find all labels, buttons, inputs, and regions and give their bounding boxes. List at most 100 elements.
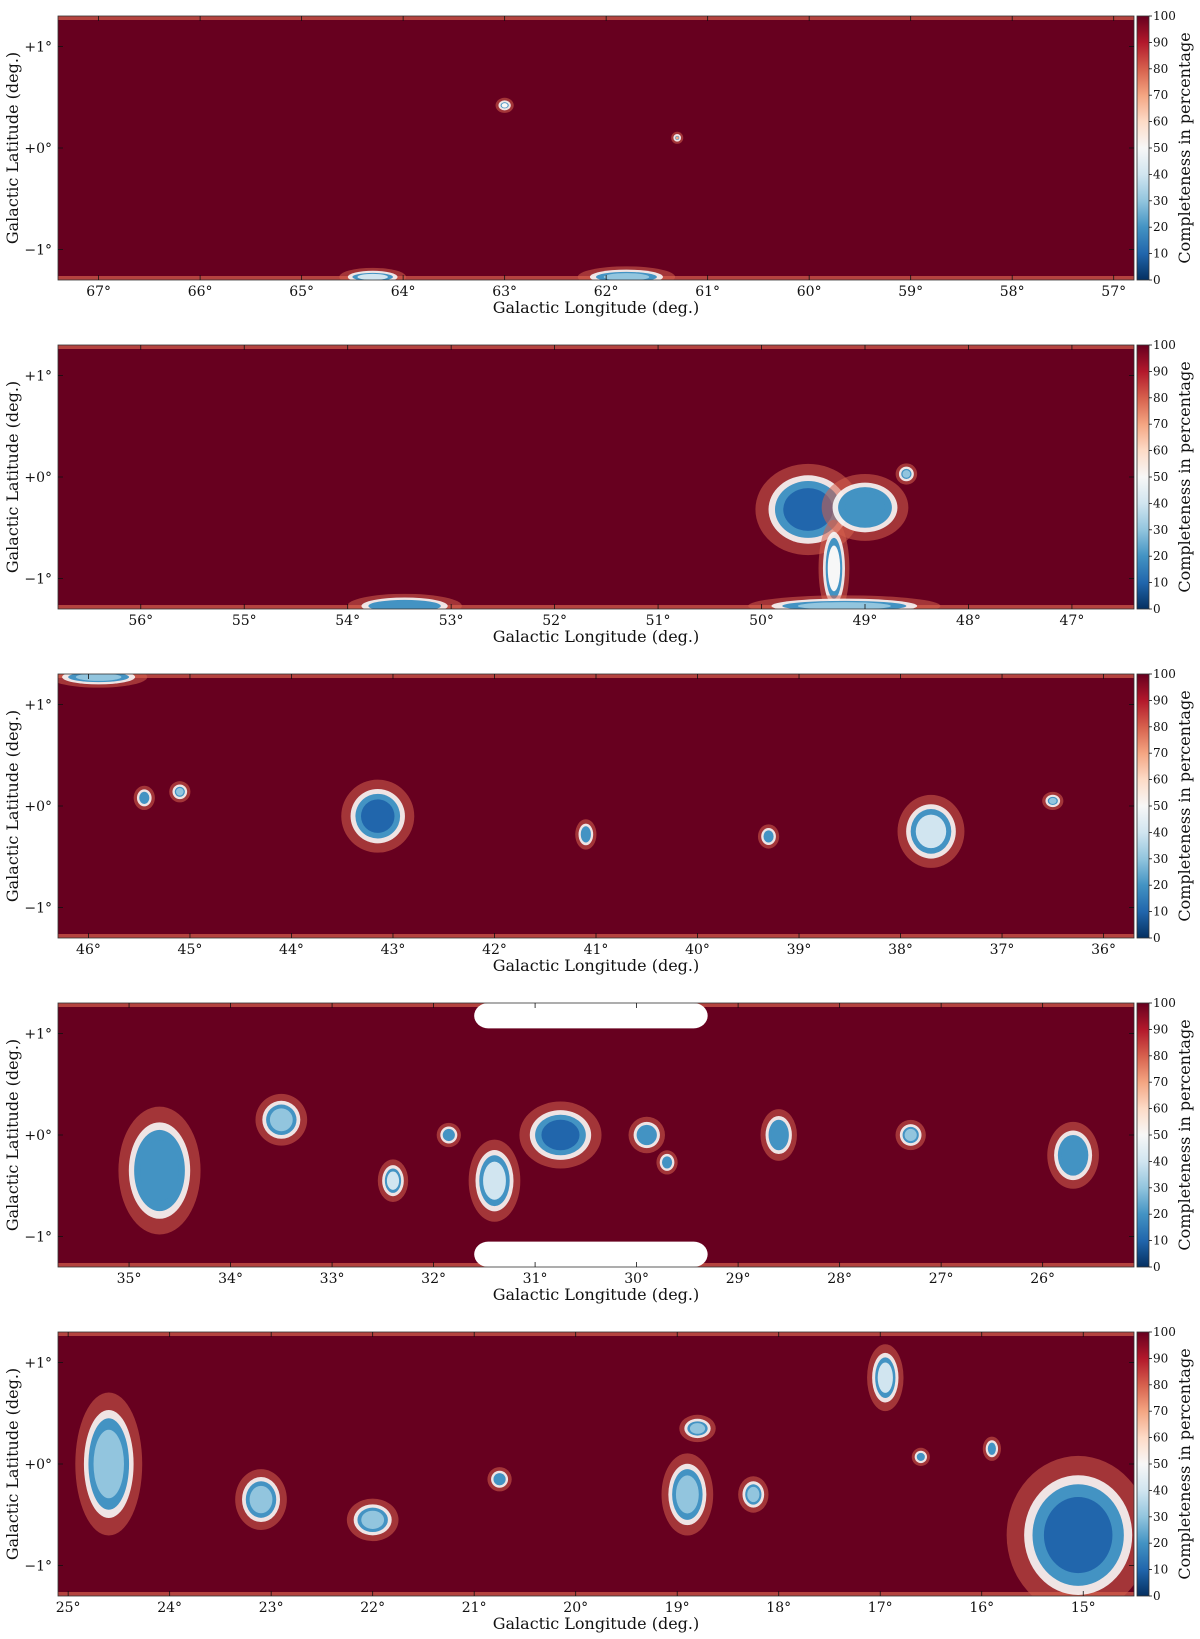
low-completeness-region bbox=[341, 779, 415, 853]
y-tick-label: +1° bbox=[24, 1026, 52, 1042]
colorbar-tick-label: 0 bbox=[1153, 1260, 1161, 1274]
colorbar-tick-label: 40 bbox=[1153, 1154, 1168, 1168]
top-edge-band bbox=[58, 16, 1134, 20]
colorbar: 0 10 20 30 40 50 60 70 80 90 100 Completeness in pe… bbox=[1136, 1325, 1194, 1603]
low-completeness-region bbox=[495, 97, 514, 113]
low-completeness-region bbox=[738, 1476, 769, 1513]
x-tick-label: 20° bbox=[563, 1600, 588, 1616]
colorbar-tick-label: 60 bbox=[1153, 1102, 1168, 1116]
colorbar-tick-label: 0 bbox=[1153, 1589, 1161, 1603]
low-completeness-region bbox=[748, 595, 941, 609]
x-tick-label: 52° bbox=[542, 613, 567, 629]
colorbar-gradient bbox=[1136, 1331, 1150, 1597]
y-tick-label: +1° bbox=[24, 697, 52, 713]
colorbar-tick-label: 70 bbox=[1153, 746, 1168, 760]
colorbar-tick-label: 80 bbox=[1153, 1378, 1168, 1392]
low-completeness-region bbox=[821, 474, 909, 541]
x-tick-label: 51° bbox=[646, 613, 671, 629]
low-completeness-region bbox=[760, 1109, 797, 1161]
x-tick-label: 32° bbox=[421, 1271, 446, 1287]
x-tick-label: 18° bbox=[766, 1600, 791, 1616]
x-tick-label: 33° bbox=[320, 1271, 345, 1287]
y-tick-label: −1° bbox=[24, 243, 52, 259]
colorbar: 0 10 20 30 40 50 60 70 80 90 100 Completeness in pe… bbox=[1136, 667, 1194, 945]
low-completeness-region bbox=[133, 785, 155, 811]
colorbar-label: Completeness in percentage bbox=[1175, 1348, 1194, 1579]
x-tick-label: 44° bbox=[279, 942, 304, 958]
colorbar-tick-label: 100 bbox=[1153, 9, 1176, 23]
low-completeness-region bbox=[436, 1122, 461, 1148]
y-axis-label: Galactic Latitude (deg.) bbox=[3, 710, 22, 902]
colorbar-tick-label: 20 bbox=[1153, 1207, 1168, 1221]
x-tick-label: 47° bbox=[1060, 613, 1085, 629]
low-completeness-region bbox=[58, 674, 148, 688]
x-tick-label: 23° bbox=[259, 1600, 284, 1616]
y-tick-label: +1° bbox=[24, 368, 52, 384]
low-completeness-region bbox=[867, 1344, 904, 1412]
colorbar-tick-label: 30 bbox=[1153, 852, 1168, 866]
colorbar-tick-label: 100 bbox=[1153, 996, 1176, 1010]
x-tick-label: 53° bbox=[439, 613, 464, 629]
low-completeness-region bbox=[897, 794, 965, 868]
low-completeness-region bbox=[757, 824, 780, 849]
colorbar-tick-label: 10 bbox=[1153, 247, 1168, 261]
colorbar-tick-label: 50 bbox=[1153, 1457, 1168, 1471]
colorbar-tick-label: 60 bbox=[1153, 773, 1168, 787]
x-tick-label: 27° bbox=[929, 1271, 954, 1287]
colorbar: 0 10 20 30 40 50 60 70 80 90 100 Completeness in pe… bbox=[1136, 996, 1194, 1274]
colorbar-tick-label: 0 bbox=[1153, 931, 1161, 945]
colorbar-tick-label: 10 bbox=[1153, 576, 1168, 590]
colorbar-tick-label: 50 bbox=[1153, 799, 1168, 813]
y-tick-label: +0° bbox=[24, 799, 52, 815]
x-axis-label: Galactic Longitude (deg.) bbox=[493, 298, 700, 317]
x-tick-label: 67° bbox=[86, 284, 111, 300]
colorbar-gradient bbox=[1136, 1002, 1150, 1268]
colorbar-tick-label: 20 bbox=[1153, 878, 1168, 892]
colorbar-tick-label: 20 bbox=[1153, 220, 1168, 234]
colorbar-tick-label: 40 bbox=[1153, 167, 1168, 181]
masked-region bbox=[474, 1003, 708, 1029]
x-tick-label: 64° bbox=[391, 284, 416, 300]
y-axis-label: Galactic Latitude (deg.) bbox=[3, 381, 22, 573]
low-completeness-region bbox=[1006, 1455, 1134, 1596]
colorbar-tick-label: 100 bbox=[1153, 338, 1176, 352]
colorbar-tick-label: 60 bbox=[1153, 1431, 1168, 1445]
colorbar: 0 10 20 30 40 50 60 70 80 90 100 Completeness in pe… bbox=[1136, 338, 1194, 616]
bottom-edge-band bbox=[58, 605, 1134, 609]
low-completeness-region bbox=[577, 266, 676, 280]
y-tick-label: −1° bbox=[24, 572, 52, 588]
low-completeness-region bbox=[628, 1116, 665, 1154]
low-completeness-region bbox=[339, 267, 407, 280]
low-completeness-region bbox=[575, 819, 597, 850]
low-completeness-region bbox=[235, 1469, 287, 1530]
colorbar-tick-label: 0 bbox=[1153, 602, 1161, 616]
x-tick-label: 26° bbox=[1030, 1271, 1055, 1287]
map-background bbox=[58, 16, 1134, 280]
x-tick-label: 24° bbox=[157, 1600, 182, 1616]
low-completeness-region bbox=[818, 519, 850, 609]
colorbar: 0 10 20 30 40 50 60 70 80 90 100 Completeness in pe… bbox=[1136, 9, 1194, 287]
x-tick-label: 39° bbox=[787, 942, 812, 958]
x-tick-label: 43° bbox=[381, 942, 406, 958]
colorbar-tick-label: 60 bbox=[1153, 115, 1168, 129]
x-tick-label: 16° bbox=[969, 1600, 994, 1616]
y-axis-label: Galactic Latitude (deg.) bbox=[3, 1368, 22, 1560]
map-background bbox=[58, 674, 1134, 938]
colorbar-tick-label: 20 bbox=[1153, 549, 1168, 563]
y-tick-label: +0° bbox=[24, 141, 52, 157]
map-background bbox=[58, 1332, 1134, 1596]
bottom-edge-band bbox=[58, 1592, 1134, 1596]
x-tick-label: 50° bbox=[749, 613, 774, 629]
colorbar-tick-label: 90 bbox=[1153, 693, 1168, 707]
low-completeness-region bbox=[911, 1447, 930, 1466]
x-tick-label: 49° bbox=[853, 613, 878, 629]
colorbar-tick-label: 100 bbox=[1153, 667, 1176, 681]
colorbar-label: Completeness in percentage bbox=[1175, 361, 1194, 592]
colorbar-tick-label: 40 bbox=[1153, 825, 1168, 839]
x-tick-label: 62° bbox=[594, 284, 619, 300]
top-edge-band bbox=[58, 1332, 1134, 1336]
x-tick-label: 34° bbox=[218, 1271, 243, 1287]
low-completeness-region bbox=[468, 1139, 521, 1222]
low-completeness-region bbox=[1042, 791, 1064, 811]
colorbar-tick-label: 30 bbox=[1153, 523, 1168, 537]
